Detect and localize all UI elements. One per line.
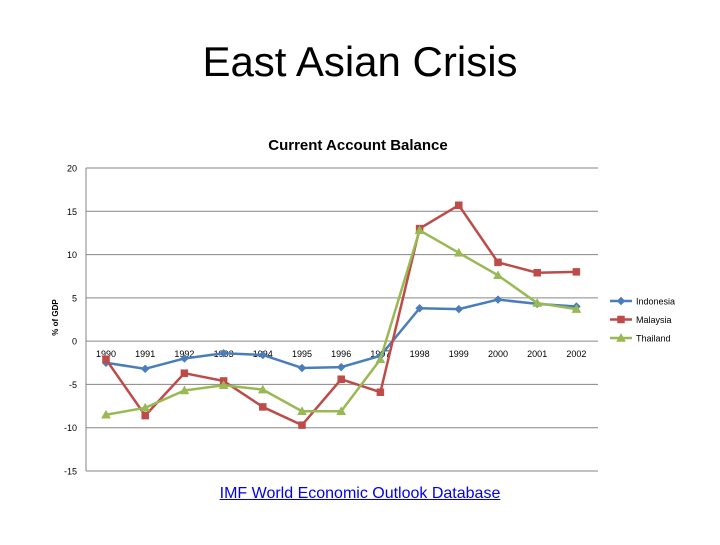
series-line-thailand [105,229,577,416]
legend-label-malaysia: Malaysia [636,315,672,325]
data-point-malaysia [572,268,581,276]
data-point-thailand [257,384,268,394]
data-point-malaysia [376,388,385,396]
data-point-malaysia [494,258,502,267]
y-tick-label: -10 [64,423,77,433]
y-tick-label: 0 [72,337,77,347]
data-point-malaysia [533,269,541,277]
data-point-indonesia [454,304,464,314]
x-tick-label: 1998 [410,349,430,359]
y-tick-label: 5 [72,293,77,303]
data-point-thailand [336,406,347,416]
data-point-thailand [297,406,307,416]
y-tick-label: 10 [67,250,77,260]
x-tick-label: 1991 [135,349,155,359]
data-point-thailand [571,304,582,313]
x-tick-label: 1990 [96,349,116,359]
x-tick-label: 2000 [488,349,508,359]
series-line-malaysia [104,203,577,427]
data-point-malaysia [298,421,306,429]
data-point-thailand [493,270,503,280]
legend-label-thailand: Thailand [636,334,671,344]
data-point-malaysia [455,201,463,209]
y-axis-title: % of GDP [51,299,60,336]
data-point-thailand [532,298,543,307]
data-point-indonesia [336,362,346,372]
x-tick-label: 2001 [527,349,547,359]
data-point-indonesia [219,348,228,358]
data-point-thailand [140,402,151,412]
legend-marker-indonesia [616,296,626,306]
data-point-thailand [218,380,229,390]
y-tick-label: 20 [67,164,77,174]
data-point-thailand [453,247,464,257]
data-point-malaysia [180,369,189,377]
legend-marker-malaysia [617,315,625,324]
y-tick-label: -15 [64,467,77,477]
data-point-indonesia [493,295,503,304]
data-point-malaysia [102,355,110,364]
y-tick-label: -5 [69,380,77,390]
slide-title: East Asian Crisis [202,38,518,85]
data-point-malaysia [141,411,149,420]
data-point-indonesia [180,354,189,363]
data-point-thailand [179,385,190,395]
data-point-malaysia [337,375,345,383]
source-link[interactable]: IMF World Economic Outlook Database [219,485,501,502]
data-point-indonesia [297,363,307,373]
data-point-indonesia [140,364,150,374]
legend-label-indonesia: Indonesia [636,297,675,307]
x-tick-label: 1995 [292,349,312,359]
x-tick-label: 1999 [449,349,469,359]
data-point-thailand [375,354,386,364]
x-tick-label: 1996 [331,349,351,359]
chart-title: Current Account Balance [268,137,447,154]
legend-marker-thailand [616,332,626,342]
x-tick-label: 2002 [566,349,586,359]
data-point-indonesia [258,350,268,360]
data-point-thailand [101,409,111,419]
data-point-malaysia [259,403,267,411]
y-tick-label: 15 [67,207,77,217]
data-point-indonesia [415,303,424,313]
data-point-thailand [414,225,425,235]
